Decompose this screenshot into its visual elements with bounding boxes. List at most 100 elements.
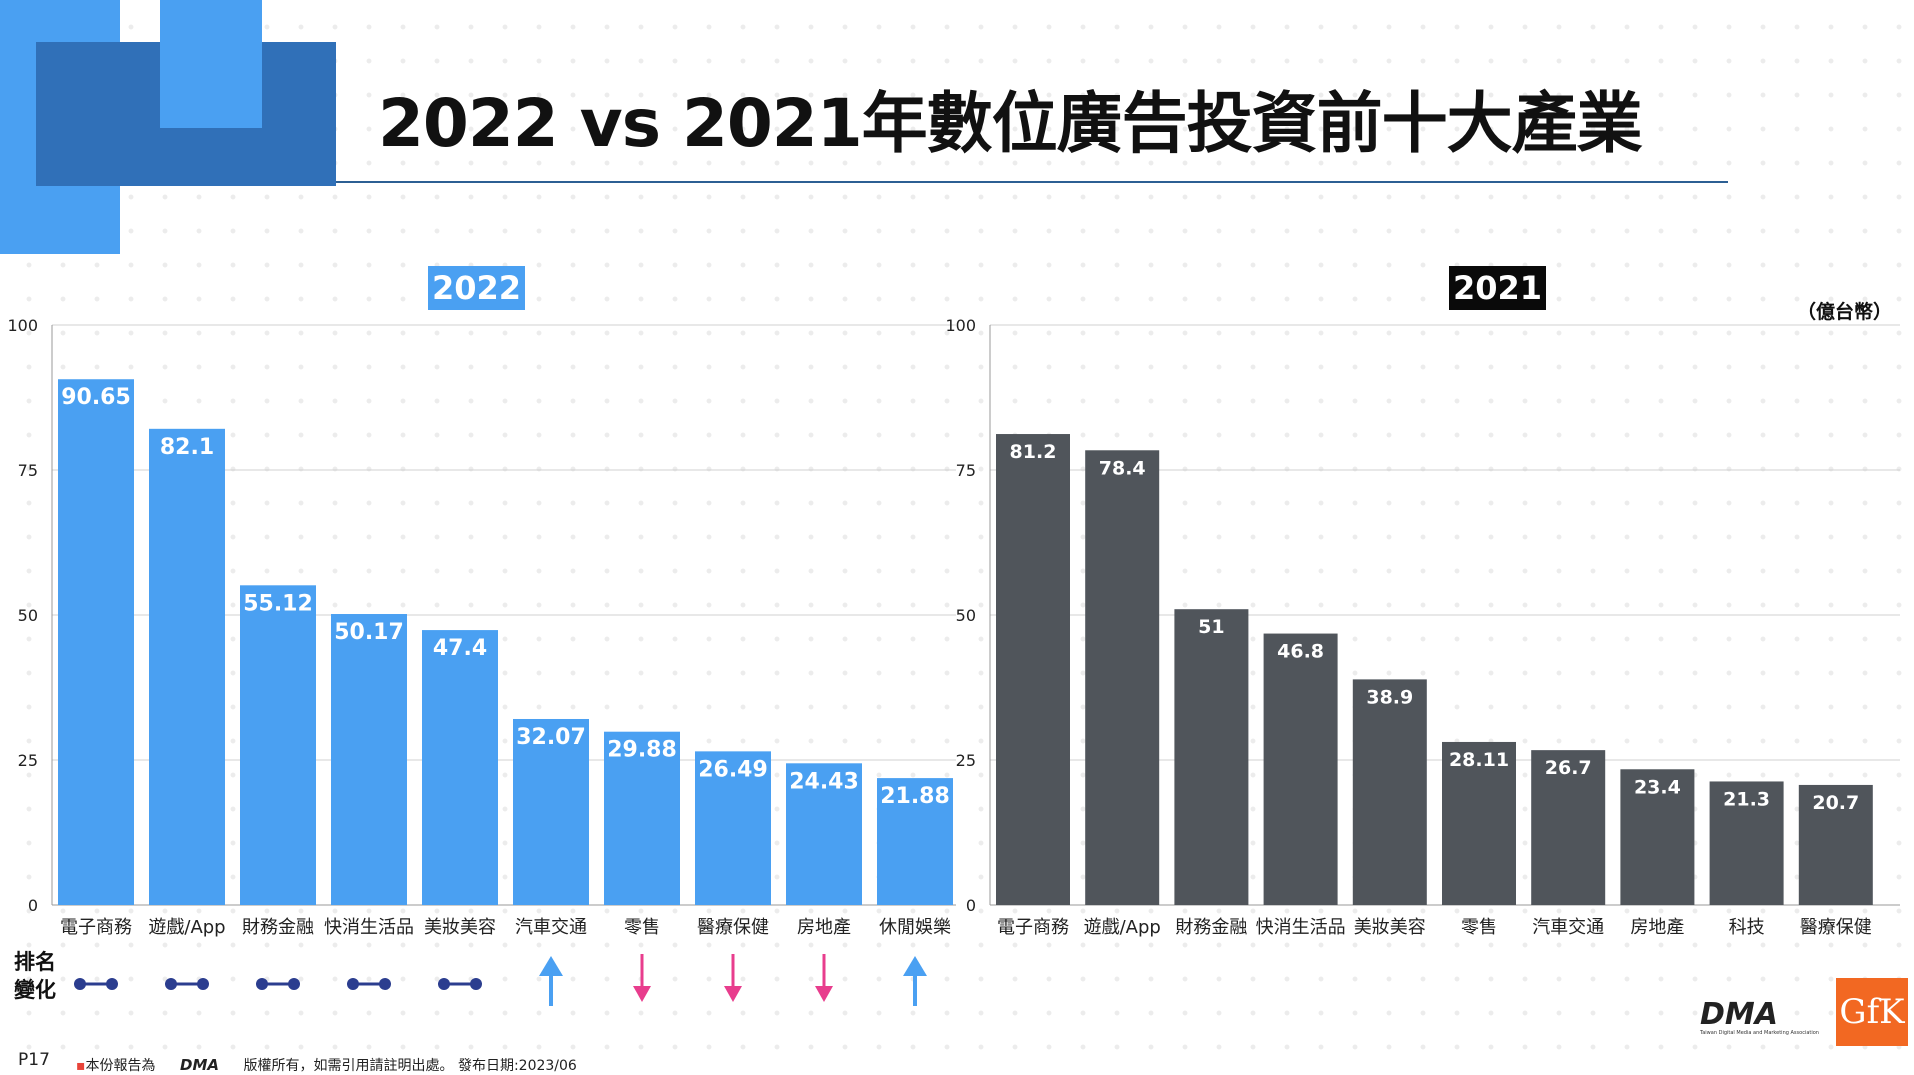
bar-2021	[1085, 450, 1160, 905]
category-label-2022: 醫療保健	[697, 917, 769, 938]
bar-2022	[149, 428, 225, 905]
unit-label: （億台幣）	[1796, 301, 1892, 323]
dma-logo: DMA Taiwan Digital Media and Marketing A…	[1700, 997, 1819, 1040]
rank-same-icon	[438, 978, 482, 990]
category-label-2021: 遊戲/App	[1084, 917, 1161, 938]
value-label-2022: 47.4	[433, 636, 487, 661]
value-label-2021: 20.7	[1812, 792, 1859, 814]
category-label-2021: 美妝美容	[1354, 917, 1426, 938]
value-label-2022: 50.17	[334, 620, 404, 645]
arrow-head	[633, 986, 651, 1002]
footer-note-prefix: 本份報告為	[85, 1058, 156, 1074]
category-label-2022: 電子商務	[60, 917, 132, 938]
dma-logo-text: DMA	[1700, 997, 1778, 1032]
rank-same-dot	[74, 978, 86, 990]
bar-2022	[331, 614, 407, 905]
value-label-2021: 38.9	[1366, 686, 1413, 708]
value-label-2021: 78.4	[1099, 457, 1146, 479]
value-label-2022: 26.49	[698, 757, 768, 782]
header-decoration-square	[160, 0, 262, 128]
category-label-2021: 快消生活品	[1256, 917, 1346, 938]
value-label-2022: 82.1	[160, 435, 214, 460]
category-label-2021: 汽車交通	[1532, 917, 1604, 938]
bar-2021	[1709, 781, 1784, 905]
arrow-head	[815, 986, 833, 1002]
y-tick-label-2022: 0	[28, 896, 38, 915]
bar-2021	[996, 434, 1070, 905]
y-tick-label-2022: 100	[7, 316, 38, 335]
value-label-2021: 46.8	[1277, 641, 1324, 663]
bar-2021	[1798, 784, 1873, 905]
value-label-2021: 26.7	[1545, 757, 1592, 779]
footer-note: ▪本份報告為 DMA 版權所有，如需引用請註明出處。 發布日期:2023/06	[76, 1055, 577, 1075]
bar-2022	[422, 630, 498, 905]
arrow-head	[539, 956, 563, 976]
bar-2021	[1352, 679, 1427, 905]
rank-change-label-line2: 變化	[14, 978, 56, 1002]
value-label-2022: 29.88	[607, 738, 677, 763]
page-number: P17	[18, 1050, 50, 1070]
category-label-2022: 零售	[624, 917, 660, 938]
gfk-logo: GfK	[1836, 978, 1908, 1046]
value-label-2022: 90.65	[61, 385, 131, 410]
bar-2022	[240, 585, 316, 905]
value-label-2022: 32.07	[516, 725, 586, 750]
chart-2022-title: 2022	[428, 266, 526, 310]
y-tick-label-2022: 25	[18, 751, 38, 770]
value-label-2021: 21.3	[1723, 788, 1770, 810]
y-tick-label-2021: 75	[956, 461, 976, 480]
value-label-2021: 51	[1198, 616, 1224, 638]
y-tick-label-2022: 75	[18, 461, 38, 480]
footer-dma-logo: DMA	[180, 1056, 219, 1074]
rank-same-dot	[106, 978, 118, 990]
category-label-2022: 房地產	[797, 917, 851, 938]
rank-same-icon	[347, 978, 391, 990]
category-label-2022: 快消生活品	[324, 917, 414, 938]
bar-2021	[1442, 741, 1516, 905]
footer-bullet-icon: ▪	[76, 1058, 86, 1074]
rank-same-dot	[347, 978, 359, 990]
category-label-2021: 財務金融	[1175, 917, 1247, 938]
rank-same-dot	[379, 978, 391, 990]
bar-2022	[604, 731, 680, 905]
category-label-2022: 汽車交通	[515, 917, 587, 938]
rank-same-icon	[256, 978, 300, 990]
page-title: 2022 vs 2021年數位廣告投資前十大產業	[378, 85, 1643, 162]
title-underline	[336, 181, 1728, 183]
value-label-2021: 23.4	[1634, 776, 1681, 798]
rank-change-label-line1: 排名	[14, 950, 56, 974]
chart-2021-title: 2021	[1449, 266, 1547, 310]
category-label-2021: 電子商務	[997, 917, 1069, 938]
value-label-2022: 21.88	[880, 784, 950, 809]
y-tick-label-2022: 50	[18, 606, 38, 625]
y-tick-label-2021: 25	[956, 751, 976, 770]
bar-2022	[695, 751, 771, 905]
bar-2021	[1263, 633, 1338, 905]
y-tick-label-2021: 0	[966, 896, 976, 915]
rank-same-icon	[74, 978, 118, 990]
y-tick-label-2021: 50	[956, 606, 976, 625]
rank-change-label: 排名 變化	[14, 948, 56, 1004]
rank-down-arrow-icon	[633, 954, 651, 1002]
rank-same-icon	[165, 978, 209, 990]
rank-same-dot	[288, 978, 300, 990]
rank-down-arrow-icon	[815, 954, 833, 1002]
category-label-2021: 房地產	[1630, 917, 1684, 938]
category-label-2022: 美妝美容	[424, 917, 496, 938]
bar-2022	[877, 778, 953, 905]
rank-same-dot	[470, 978, 482, 990]
rank-up-arrow-icon	[903, 956, 927, 1006]
value-label-2022: 55.12	[243, 591, 313, 616]
category-label-2021: 醫療保健	[1800, 917, 1872, 938]
value-label-2021: 28.11	[1449, 749, 1509, 771]
rank-same-dot	[197, 978, 209, 990]
bar-2022	[513, 718, 589, 905]
rank-up-arrow-icon	[539, 956, 563, 1006]
value-label-2022: 24.43	[789, 769, 859, 794]
bar-2022	[786, 763, 862, 905]
rank-same-dot	[165, 978, 177, 990]
category-label-2022: 遊戲/App	[148, 917, 225, 938]
rank-same-dot	[438, 978, 450, 990]
arrow-head	[903, 956, 927, 976]
